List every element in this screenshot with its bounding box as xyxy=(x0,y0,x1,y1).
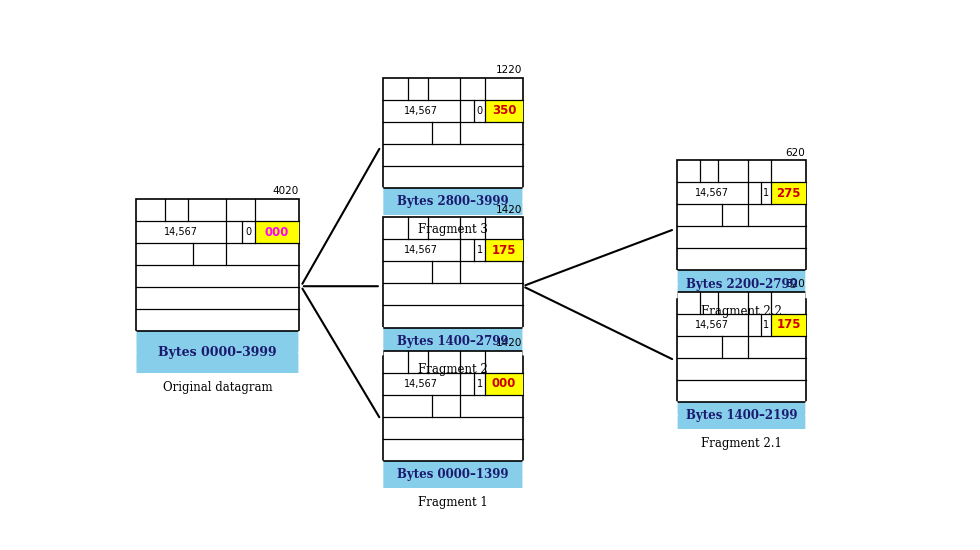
Text: 1: 1 xyxy=(476,245,482,255)
Text: 14,567: 14,567 xyxy=(164,227,198,237)
Text: Bytes 1400–2799: Bytes 1400–2799 xyxy=(397,335,509,348)
Text: 14,567: 14,567 xyxy=(696,320,729,329)
Bar xyxy=(136,199,299,331)
Text: 1: 1 xyxy=(476,379,482,389)
Text: 1: 1 xyxy=(763,188,769,198)
Bar xyxy=(382,351,523,461)
Bar xyxy=(382,188,523,215)
Polygon shape xyxy=(667,402,677,429)
Text: Fragment 1: Fragment 1 xyxy=(418,496,488,509)
Polygon shape xyxy=(372,188,382,215)
Text: Fragment 2: Fragment 2 xyxy=(418,362,488,376)
Text: 14,567: 14,567 xyxy=(405,379,438,389)
Text: Bytes 0000–3999: Bytes 0000–3999 xyxy=(158,346,276,359)
Bar xyxy=(771,182,807,204)
Bar xyxy=(677,160,806,271)
Text: 14,567: 14,567 xyxy=(405,245,438,255)
Bar xyxy=(382,461,523,488)
Polygon shape xyxy=(806,271,816,298)
Text: Bytes 2200–2799: Bytes 2200–2799 xyxy=(686,278,798,290)
Bar xyxy=(255,221,299,243)
Bar xyxy=(485,100,523,122)
Text: 1220: 1220 xyxy=(496,65,522,75)
Text: 14,567: 14,567 xyxy=(405,106,438,116)
Bar xyxy=(485,239,523,261)
Polygon shape xyxy=(667,271,677,298)
Polygon shape xyxy=(372,327,382,355)
Text: 175: 175 xyxy=(776,318,801,331)
Text: 4020: 4020 xyxy=(272,186,298,196)
Polygon shape xyxy=(523,188,533,215)
Text: Fragment 2.2: Fragment 2.2 xyxy=(701,305,782,318)
Text: 000: 000 xyxy=(492,377,516,390)
Text: Fragment 2.1: Fragment 2.1 xyxy=(701,437,782,450)
Text: 000: 000 xyxy=(265,226,289,239)
Bar xyxy=(677,271,806,298)
Polygon shape xyxy=(125,331,136,373)
Text: 275: 275 xyxy=(776,187,801,200)
Text: 1420: 1420 xyxy=(496,205,522,215)
Text: Bytes 2800–3999: Bytes 2800–3999 xyxy=(397,195,509,208)
Text: 1420: 1420 xyxy=(496,338,522,348)
Bar xyxy=(382,78,523,188)
Polygon shape xyxy=(299,331,309,373)
Bar xyxy=(382,327,523,355)
Text: 0: 0 xyxy=(476,106,482,116)
Text: 1: 1 xyxy=(763,320,769,329)
Text: Bytes 1400–2199: Bytes 1400–2199 xyxy=(686,409,798,422)
Text: 175: 175 xyxy=(492,244,516,257)
Bar xyxy=(382,217,523,327)
Text: 350: 350 xyxy=(492,104,516,117)
Bar xyxy=(485,373,523,395)
Text: Original datagram: Original datagram xyxy=(163,381,272,394)
Bar xyxy=(136,331,299,373)
Text: 820: 820 xyxy=(786,279,806,289)
Text: 0: 0 xyxy=(245,227,252,237)
Polygon shape xyxy=(523,461,533,488)
Text: 14,567: 14,567 xyxy=(696,188,729,198)
Polygon shape xyxy=(806,402,816,429)
Polygon shape xyxy=(523,327,533,355)
Bar xyxy=(677,402,806,429)
Text: 620: 620 xyxy=(786,148,806,158)
Text: Bytes 0000–1399: Bytes 0000–1399 xyxy=(397,468,509,481)
Polygon shape xyxy=(372,461,382,488)
Bar xyxy=(677,292,806,402)
Bar xyxy=(771,314,807,336)
Text: Fragment 3: Fragment 3 xyxy=(417,223,488,236)
